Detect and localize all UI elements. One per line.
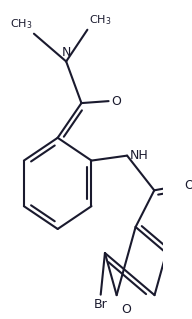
Text: NH: NH xyxy=(130,149,148,162)
Text: CH$_3$: CH$_3$ xyxy=(89,13,112,27)
Text: Br: Br xyxy=(94,298,108,311)
Text: O: O xyxy=(184,179,192,192)
Text: O: O xyxy=(121,303,131,316)
Text: O: O xyxy=(111,95,121,108)
Text: N: N xyxy=(61,47,71,59)
Text: CH$_3$: CH$_3$ xyxy=(10,17,32,31)
